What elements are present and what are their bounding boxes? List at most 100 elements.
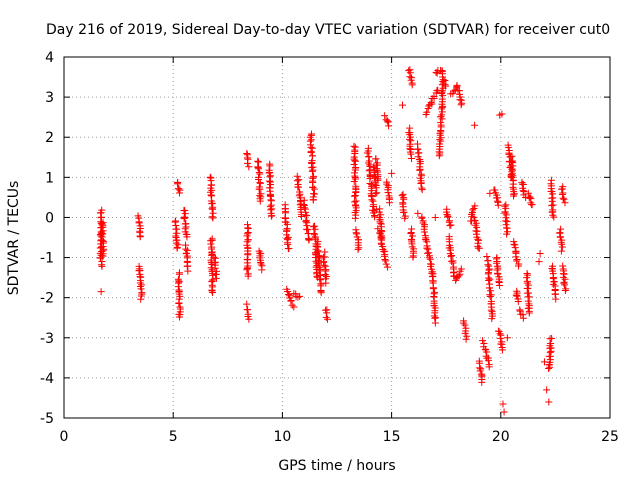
- data-point: [245, 315, 253, 323]
- y-tick-label: 0: [45, 210, 54, 226]
- data-point: [307, 149, 315, 157]
- x-tick-label: 25: [601, 429, 619, 445]
- data-point: [524, 189, 532, 197]
- data-point: [321, 271, 329, 279]
- data-point: [485, 363, 493, 371]
- data-point: [418, 184, 426, 192]
- data-point: [351, 192, 359, 200]
- data-point: [267, 212, 275, 220]
- data-points: [96, 66, 570, 416]
- data-point: [314, 248, 322, 256]
- data-point: [503, 218, 511, 226]
- data-point: [432, 68, 440, 76]
- data-point: [374, 176, 382, 184]
- data-point: [350, 142, 358, 150]
- data-point: [510, 192, 518, 200]
- data-point: [287, 297, 295, 305]
- data-point: [406, 145, 414, 153]
- data-point: [414, 145, 422, 153]
- data-point: [519, 187, 527, 195]
- data-point: [371, 181, 379, 189]
- x-tick-label: 10: [273, 429, 291, 445]
- data-point: [484, 261, 492, 269]
- data-point: [552, 295, 560, 303]
- data-point: [513, 292, 521, 300]
- data-point: [316, 267, 324, 275]
- data-point: [471, 121, 479, 129]
- data-point: [429, 285, 437, 293]
- data-point: [209, 289, 217, 297]
- data-point: [175, 278, 183, 286]
- data-point: [386, 199, 394, 207]
- data-point: [265, 177, 273, 185]
- data-point: [208, 213, 216, 221]
- data-point: [524, 281, 532, 289]
- data-point: [322, 313, 330, 321]
- data-point: [372, 155, 380, 163]
- data-point: [351, 149, 359, 157]
- data-point: [294, 183, 302, 191]
- data-point: [477, 365, 485, 373]
- data-point: [416, 165, 424, 173]
- data-point: [182, 223, 190, 231]
- data-point: [352, 229, 360, 237]
- data-point: [438, 81, 446, 89]
- data-point: [293, 177, 301, 185]
- data-point: [351, 198, 359, 206]
- data-point: [408, 232, 416, 240]
- data-point: [446, 222, 454, 230]
- data-point: [416, 166, 424, 174]
- data-point: [557, 225, 565, 233]
- data-point: [310, 229, 318, 237]
- data-point: [382, 260, 390, 268]
- data-point: [418, 186, 426, 194]
- data-point: [560, 281, 568, 289]
- data-point: [476, 364, 484, 372]
- data-point: [509, 183, 517, 191]
- data-point: [184, 267, 192, 275]
- data-point: [447, 252, 455, 260]
- data-point: [183, 233, 191, 241]
- data-point: [436, 129, 444, 137]
- data-point: [182, 245, 190, 253]
- data-point: [208, 236, 216, 244]
- data-point: [209, 214, 217, 222]
- data-point: [136, 233, 144, 241]
- data-point: [372, 184, 380, 192]
- data-point: [547, 340, 555, 348]
- data-point: [558, 243, 566, 251]
- data-point: [309, 196, 317, 204]
- data-point: [372, 205, 380, 213]
- data-point: [305, 236, 313, 244]
- data-point: [320, 261, 328, 269]
- data-point: [430, 93, 438, 101]
- data-point: [99, 252, 107, 260]
- data-point: [244, 224, 252, 232]
- data-point: [175, 185, 183, 193]
- data-point: [475, 244, 483, 252]
- data-point: [137, 295, 145, 303]
- data-point: [422, 236, 430, 244]
- data-point: [363, 149, 371, 157]
- data-point: [408, 154, 416, 162]
- data-point: [526, 193, 534, 201]
- data-point: [457, 101, 465, 109]
- data-point: [245, 163, 253, 171]
- data-point: [427, 99, 435, 107]
- data-point: [285, 291, 293, 299]
- data-point: [461, 321, 469, 329]
- data-point: [207, 240, 215, 248]
- data-point: [135, 267, 143, 275]
- data-point: [309, 183, 317, 191]
- data-point: [523, 289, 531, 297]
- data-point: [244, 272, 252, 280]
- data-point: [540, 358, 548, 366]
- data-point: [423, 108, 431, 116]
- data-point: [317, 289, 325, 297]
- data-point: [560, 270, 568, 278]
- data-point: [401, 214, 409, 222]
- data-point: [522, 194, 530, 202]
- data-point: [171, 218, 179, 226]
- data-point: [503, 224, 511, 232]
